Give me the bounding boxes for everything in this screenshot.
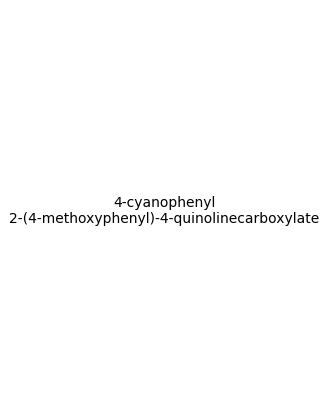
Text: 4-cyanophenyl 2-(4-methoxyphenyl)-4-quinolinecarboxylate: 4-cyanophenyl 2-(4-methoxyphenyl)-4-quin… [9, 196, 319, 226]
